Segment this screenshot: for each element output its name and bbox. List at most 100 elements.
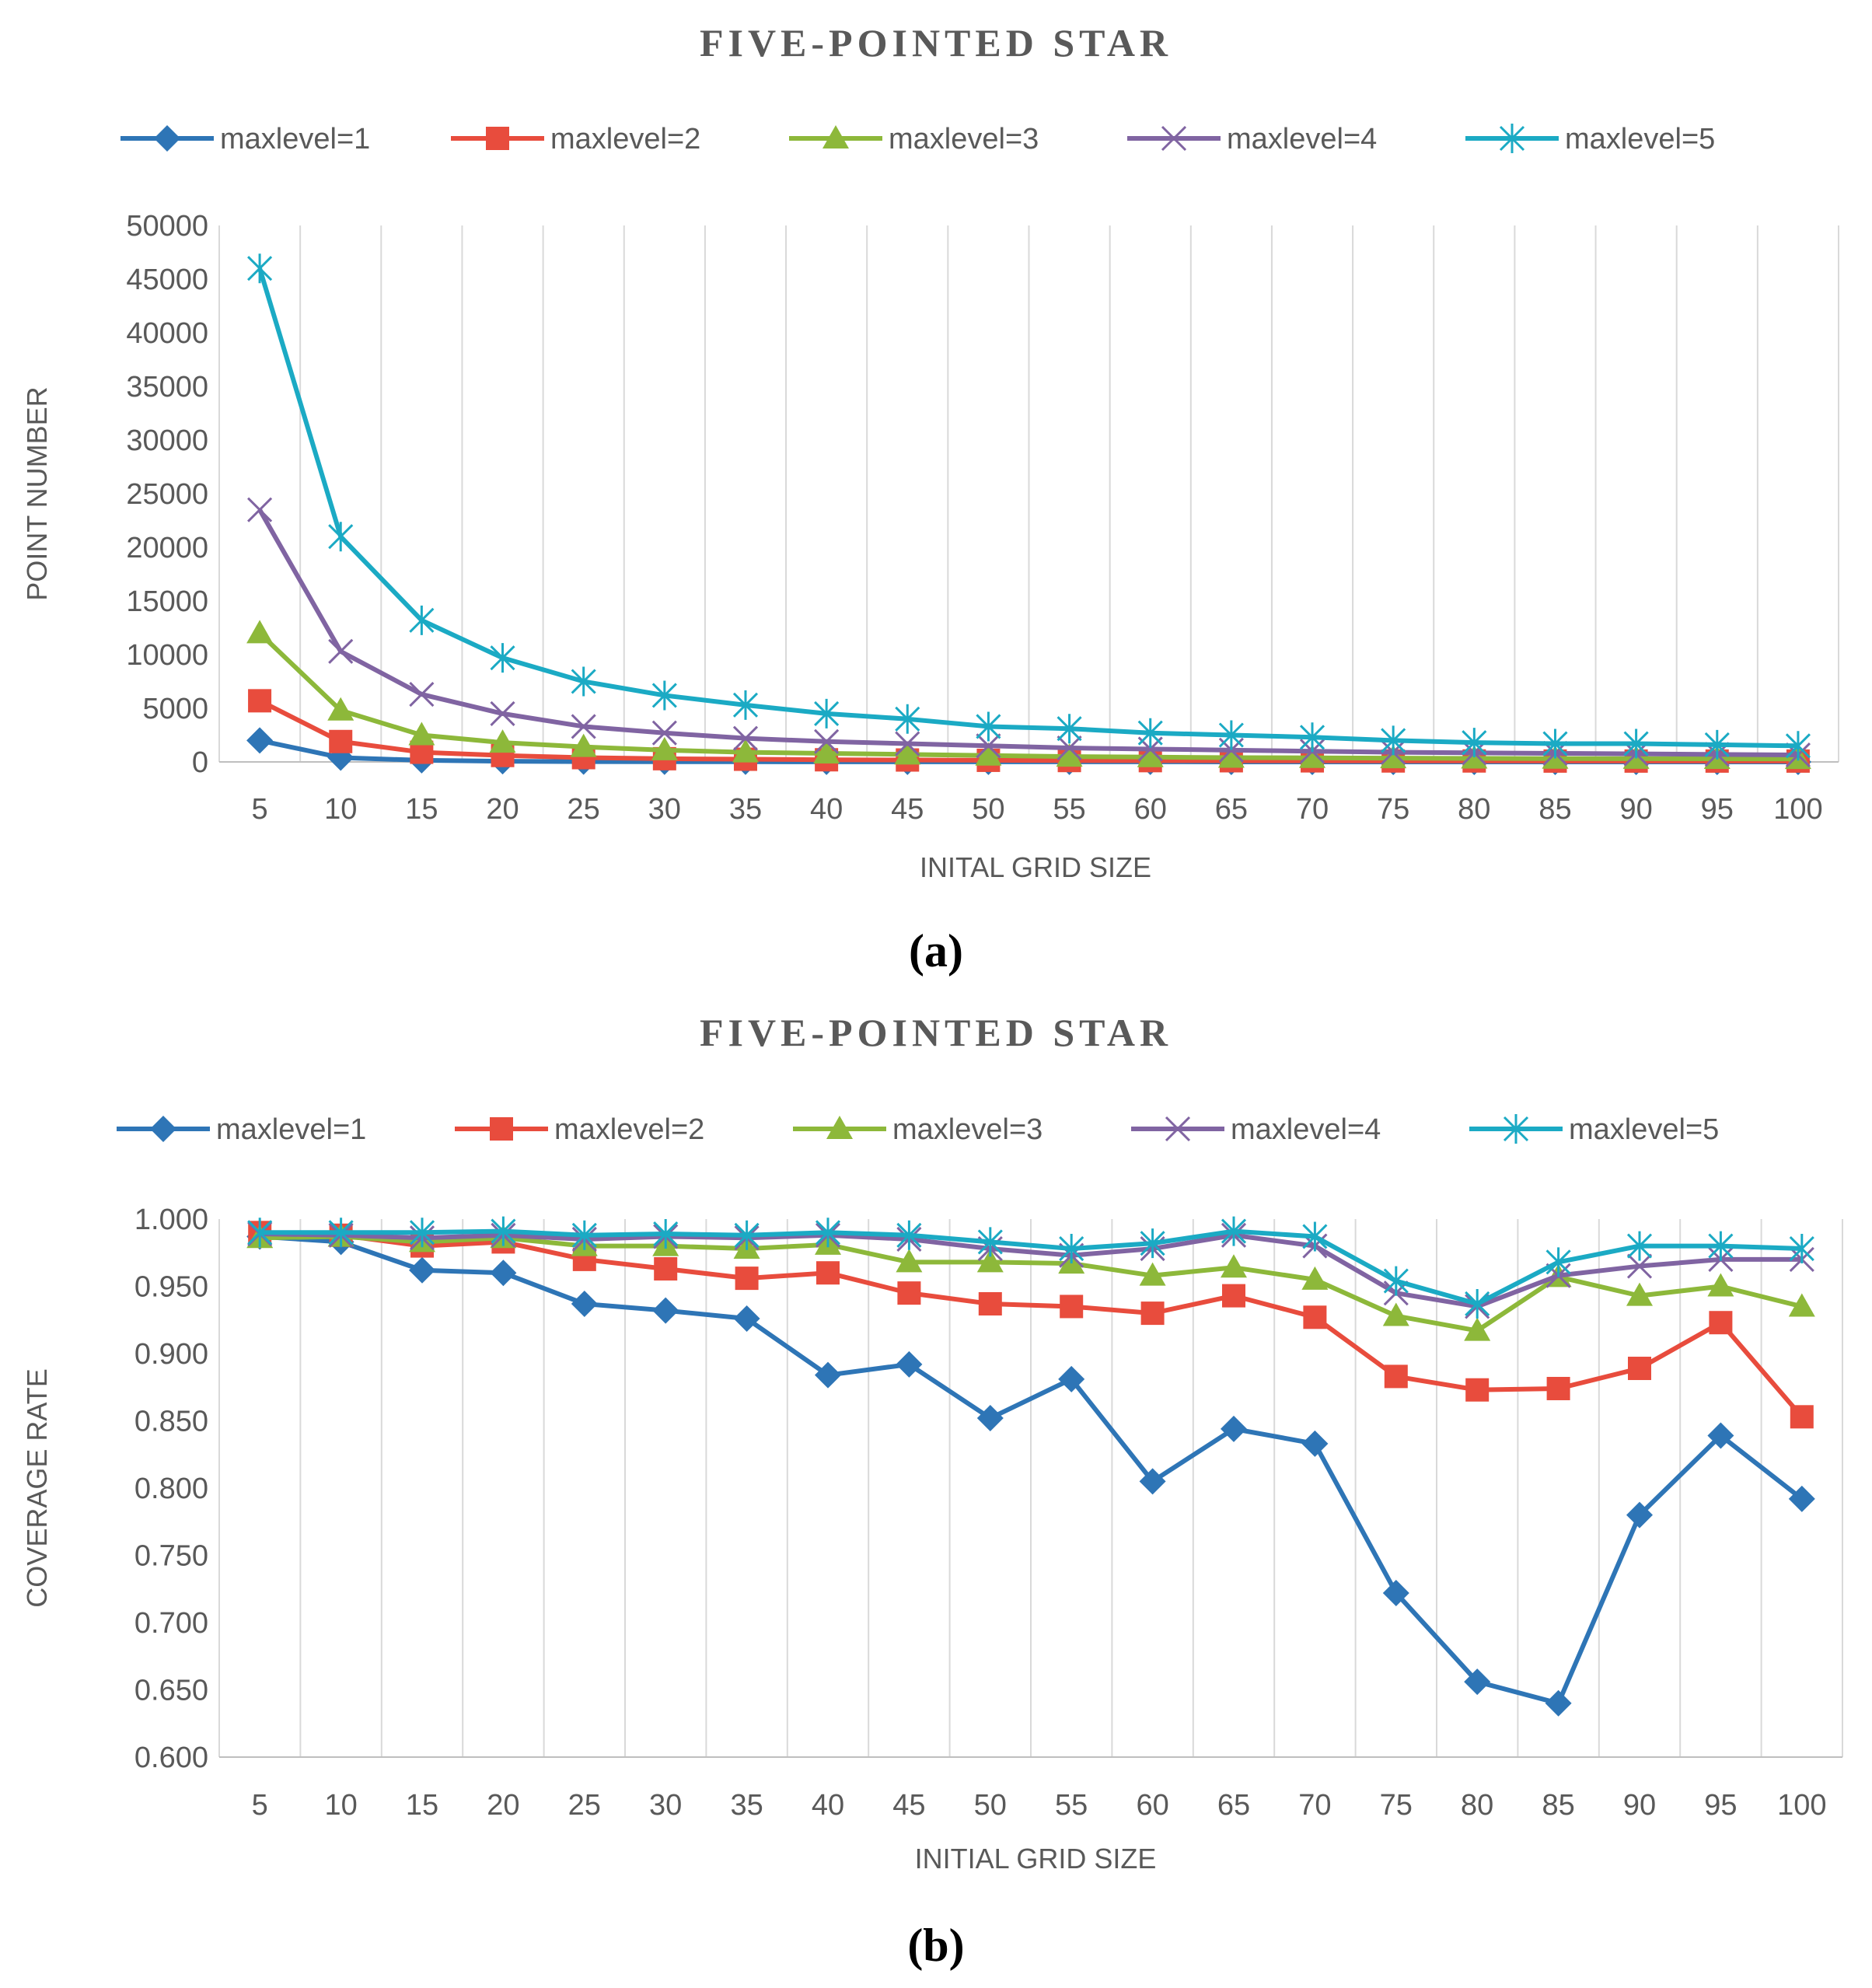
data-point: [815, 1218, 841, 1248]
data-point: [408, 721, 435, 746]
data-point: [977, 1227, 1003, 1257]
series-line: [258, 631, 1798, 762]
data-point: [975, 742, 1002, 766]
legend-marker-square: [486, 127, 509, 150]
data-point: [1545, 1247, 1571, 1277]
y-tick-label: 0.600: [134, 1742, 208, 1774]
data-point: [409, 1256, 435, 1284]
data-point: [1465, 1288, 1490, 1319]
data-point: [1139, 1468, 1166, 1495]
data-point: [814, 728, 840, 754]
y-tick-label: 0.800: [134, 1473, 208, 1505]
x-tick-label: 95: [1704, 1789, 1737, 1822]
y-tick-label: 5000: [142, 693, 208, 725]
x-tick-label: 40: [812, 1789, 844, 1822]
x-tick-label: 10: [324, 793, 357, 826]
y-tick-label: 45000: [126, 264, 208, 296]
x-tick-label: 85: [1542, 1789, 1574, 1822]
data-point: [1299, 722, 1325, 753]
data-point: [1222, 1284, 1245, 1308]
data-point: [1058, 1365, 1085, 1392]
data-point: [1137, 718, 1163, 748]
data-point: [1060, 1294, 1084, 1319]
data-point: [654, 1257, 678, 1281]
data-point: [1623, 728, 1649, 759]
series-maxlevel-2: [248, 1221, 1814, 1429]
y-tick-label: 0: [192, 746, 208, 779]
data-point: [732, 739, 759, 763]
data-point: [1628, 1357, 1651, 1381]
x-tick-label: 100: [1777, 1789, 1826, 1822]
series-line: [258, 698, 1798, 763]
legend-label: maxlevel=5: [1569, 1113, 1719, 1146]
x-tick-label: 45: [892, 1789, 925, 1822]
x-tick-label: 80: [1458, 793, 1490, 826]
data-point: [247, 497, 273, 522]
data-point: [571, 714, 596, 739]
x-tick-label: 10: [324, 1789, 357, 1822]
data-point: [1626, 1282, 1653, 1306]
y-tick-label: 40000: [126, 317, 208, 350]
x-tick-label: 35: [730, 1789, 763, 1822]
legend-marker-x: [1165, 1116, 1191, 1142]
data-point: [894, 741, 921, 765]
y-tick-label: 0.750: [134, 1540, 208, 1573]
data-point: [328, 522, 354, 552]
y-axis-title: POINT NUMBER: [21, 386, 53, 600]
legend-marker-square: [490, 1117, 513, 1141]
x-tick-label: 50: [972, 793, 1004, 826]
data-point: [1704, 729, 1730, 760]
legend-label: maxlevel=2: [550, 123, 700, 155]
x-tick-label: 100: [1773, 793, 1822, 826]
y-tick-label: 0.700: [134, 1607, 208, 1640]
x-tick-label: 15: [406, 1789, 438, 1822]
x-tick-label: 60: [1136, 1789, 1168, 1822]
data-point: [490, 643, 515, 673]
x-tick-label: 75: [1380, 1789, 1413, 1822]
data-point: [1299, 744, 1326, 768]
data-point: [1381, 725, 1406, 756]
data-point: [1056, 743, 1083, 767]
x-tick-label: 80: [1461, 1789, 1493, 1822]
data-point: [1785, 731, 1811, 761]
legend-entry-3: maxlevel=3: [789, 123, 1039, 155]
x-tick-label: 25: [568, 793, 600, 826]
y-tick-label: 50000: [126, 210, 208, 243]
data-point: [733, 1305, 760, 1333]
data-point: [247, 253, 273, 284]
y-tick-label: 15000: [126, 585, 208, 618]
legend-entry-3: maxlevel=3: [793, 1113, 1043, 1146]
data-point: [409, 681, 435, 708]
data-point: [1545, 1689, 1572, 1717]
data-point: [491, 1216, 516, 1246]
data-point: [1542, 728, 1568, 759]
legend-entry-2: maxlevel=2: [455, 1113, 704, 1146]
data-point: [1464, 1317, 1491, 1341]
data-point: [247, 1218, 273, 1248]
legend-marker-x: [1161, 125, 1187, 152]
data-point: [815, 1361, 841, 1389]
data-point: [1707, 1273, 1734, 1297]
data-point: [570, 733, 597, 757]
legend-label: maxlevel=3: [889, 123, 1039, 155]
data-point: [1707, 1422, 1734, 1449]
x-tick-label: 65: [1215, 793, 1248, 826]
x-axis-title: INITAL GRID SIZE: [920, 851, 1151, 883]
x-tick-label: 20: [486, 793, 519, 826]
data-point: [1221, 1216, 1247, 1246]
series-line: [260, 1234, 1803, 1333]
data-point: [976, 1405, 1004, 1432]
x-tick-label: 25: [568, 1789, 601, 1822]
data-point: [895, 731, 920, 756]
data-point: [816, 1261, 840, 1285]
data-point: [489, 729, 516, 753]
legend-label: maxlevel=4: [1231, 1113, 1381, 1146]
series-maxlevel-5: [247, 1216, 1814, 1319]
y-tick-label: 1.000: [134, 1204, 208, 1236]
data-point: [248, 689, 272, 713]
x-tick-label: 40: [810, 793, 843, 826]
data-point: [651, 720, 677, 746]
data-point: [651, 680, 677, 711]
data-point: [735, 1267, 759, 1291]
data-point: [1788, 1293, 1815, 1317]
